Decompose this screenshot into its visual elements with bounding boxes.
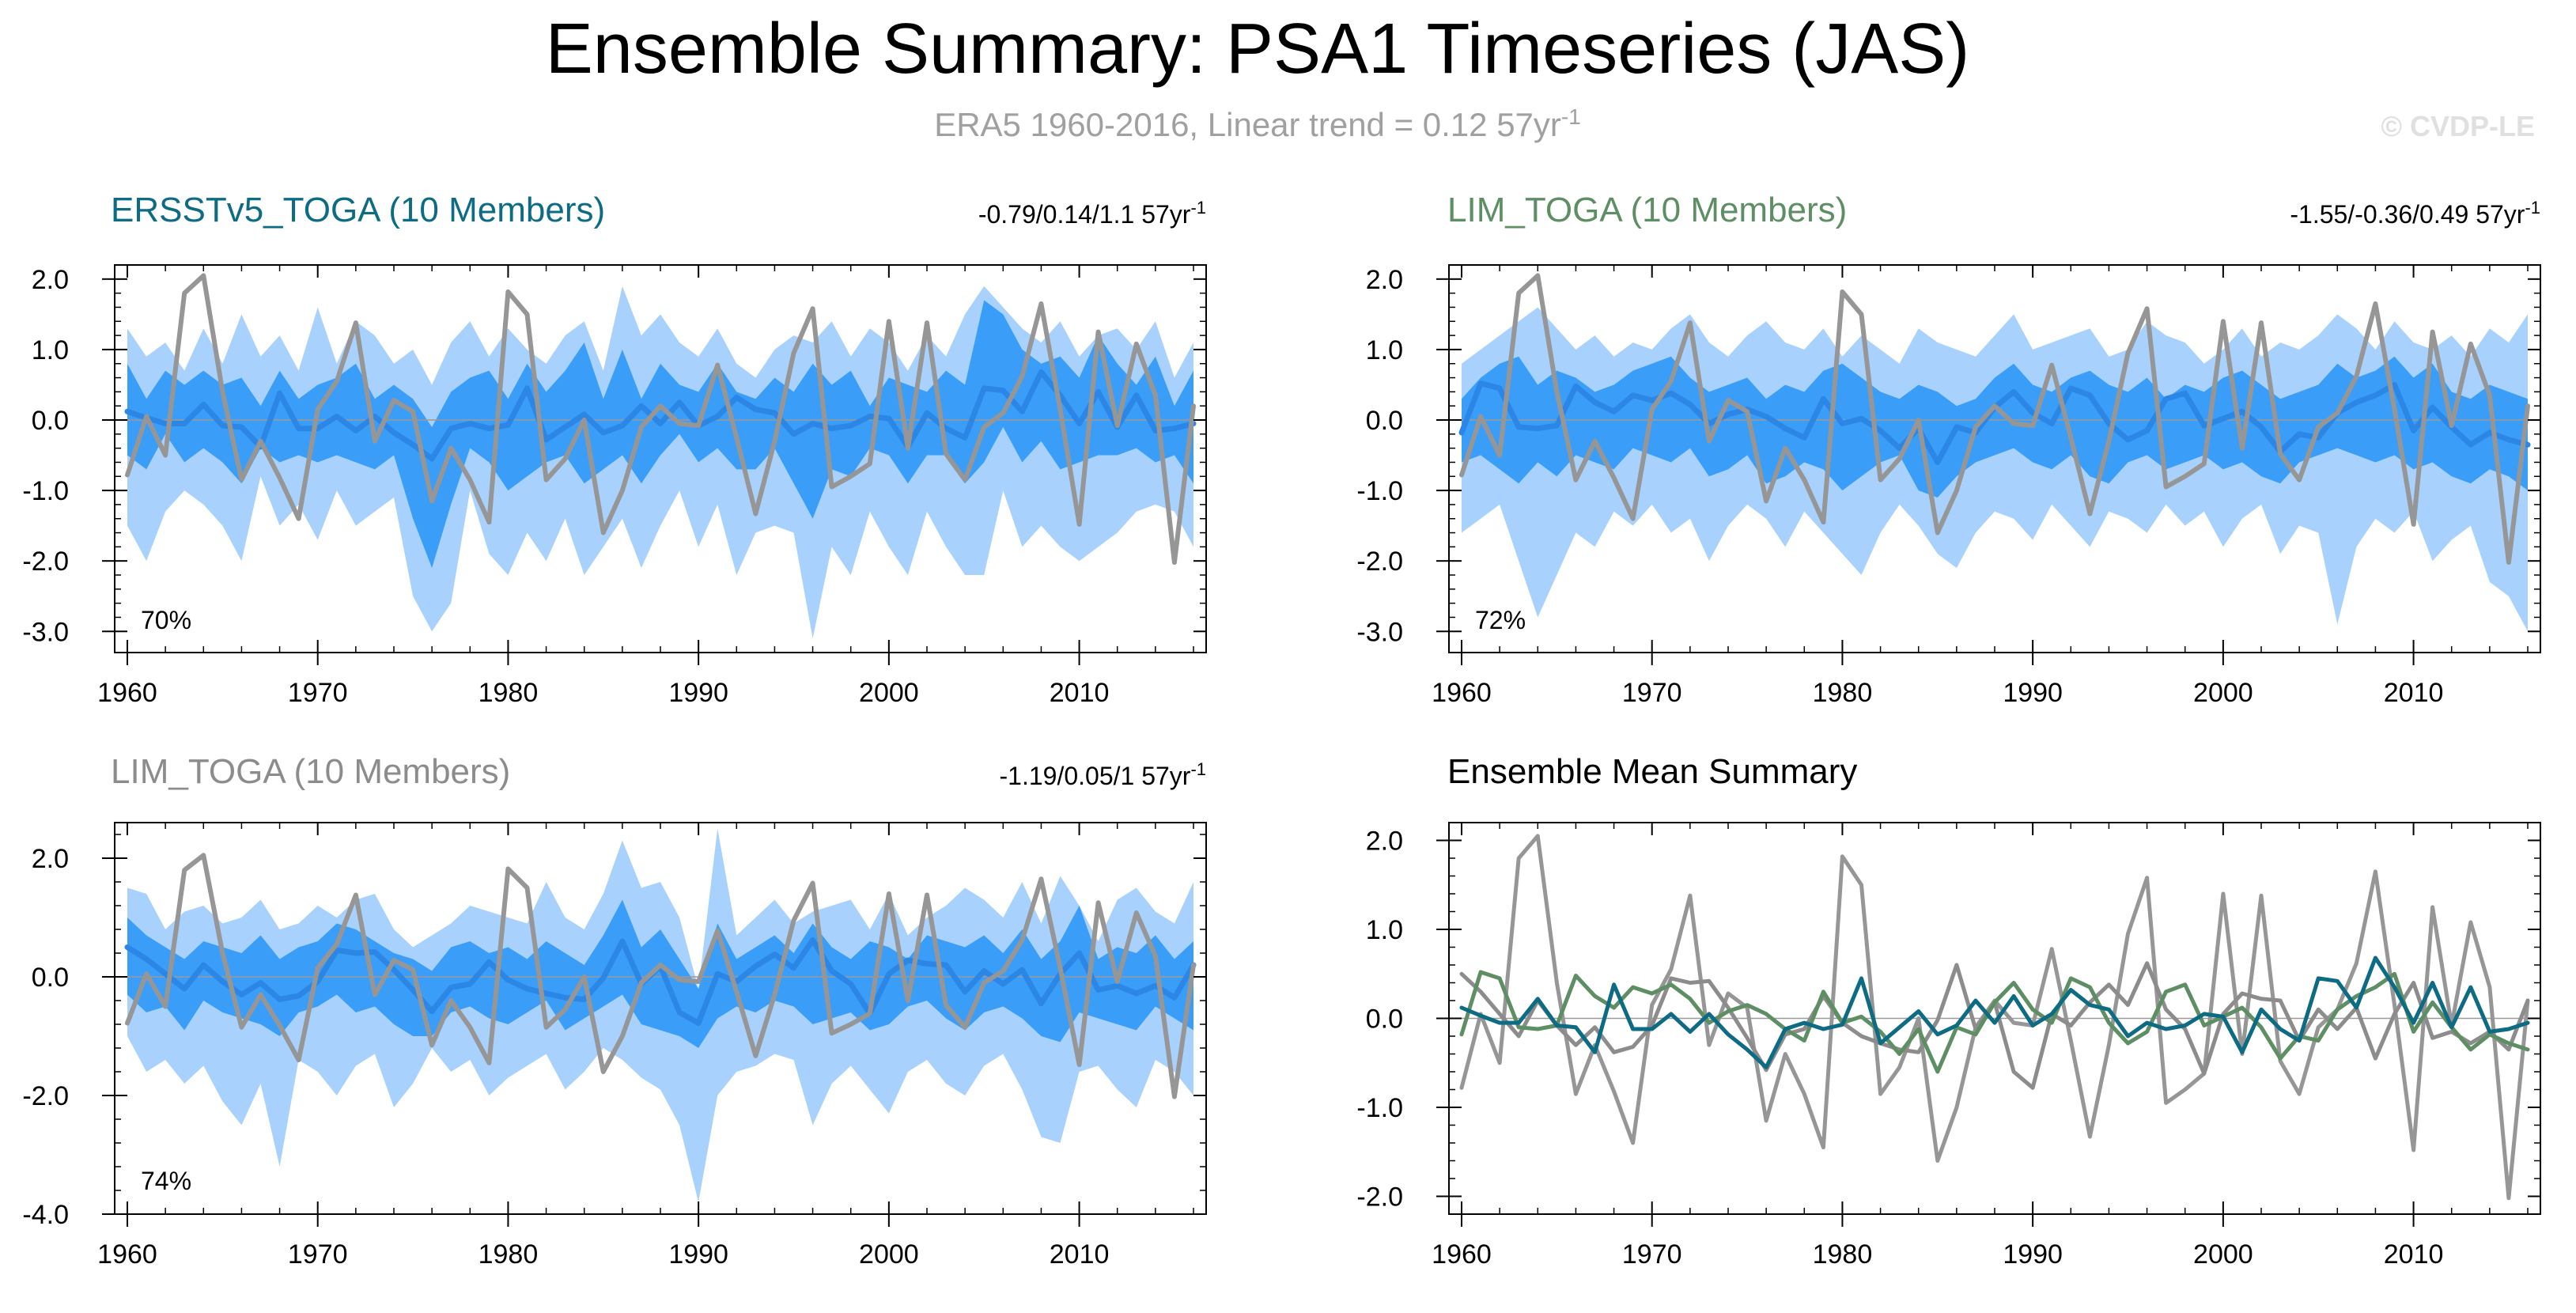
y-tick-label: -1.0	[22, 476, 69, 506]
subtitle-main: ERA5 1960-2016, Linear trend = 0.12 57yr	[934, 106, 1561, 143]
x-tick-label: 1990	[2003, 1239, 2063, 1269]
panel-ersst-trend-sup: -1	[1190, 198, 1206, 218]
x-tick-label: 2010	[2384, 1239, 2444, 1269]
panel-lim-green-trend-sup: -1	[2525, 198, 2540, 218]
x-tick-label: 1990	[668, 1239, 728, 1269]
x-tick-label: 2010	[2384, 678, 2444, 708]
x-tick-label: 2010	[1050, 678, 1110, 708]
observed-line	[125, 273, 1196, 565]
y-tick-label: 0.0	[32, 406, 69, 436]
x-tick-label: 1970	[288, 1239, 348, 1269]
observed-line	[125, 853, 1196, 1099]
panel-lim-green-trend-main: -1.55/-0.36/0.49 57yr	[2290, 200, 2525, 229]
band-25-75-range	[1462, 356, 2528, 498]
figure-subtitle: ERA5 1960-2016, Linear trend = 0.12 57yr…	[934, 104, 1581, 144]
x-tick-label: 1970	[288, 678, 348, 708]
y-tick-label: -3.0	[22, 617, 69, 647]
subtitle-sup: -1	[1561, 104, 1581, 129]
x-tick-label: 2010	[1050, 1239, 1110, 1269]
watermark: © CVDP-LE	[2381, 110, 2535, 142]
panel-lim-green-trend: -1.55/-0.36/0.49 57yr-1	[2290, 198, 2540, 229]
panel-ersst-plot: 1960 1970 1980 1990 2000 2010 2.0 1.0 0.0 -1.0 -2.…	[22, 264, 1207, 708]
observed-line	[1459, 273, 2530, 565]
x-tick-label: 1960	[1432, 678, 1492, 708]
y-tick-label: -2.0	[1356, 547, 1403, 577]
band-10-90-range	[1462, 307, 2528, 632]
y-tick-label: -2.0	[22, 1081, 69, 1111]
y-tick-label: -1.0	[1356, 476, 1403, 506]
band-25-75-range	[127, 300, 1193, 569]
x-tick-label: 2000	[859, 678, 919, 708]
y-tick-label: -2.0	[22, 547, 69, 577]
panel-lim-gray-trend: -1.19/0.05/1 57yr-1	[1000, 759, 1207, 791]
x-tick-label: 1970	[1622, 678, 1682, 708]
panel-mean-summary-plot: 1960 1970 1980 1990 2000 2010 2.0 1.0 0.0 -1.0 -2.…	[1356, 822, 2541, 1269]
panel-lim-green-pct: 72%	[1475, 606, 1526, 634]
y-tick-label: 1.0	[1366, 915, 1403, 945]
panel-lim-gray-pct: 74%	[141, 1167, 191, 1195]
x-tick-label: 2000	[2193, 678, 2253, 708]
figure-title: Ensemble Summary: PSA1 Timeseries (JAS)	[546, 9, 1970, 89]
band-25-75-range	[127, 899, 1193, 1048]
panel-ersst-trend-main: -0.79/0.14/1.1 57yr	[978, 200, 1191, 229]
x-tick-label: 1990	[668, 678, 728, 708]
x-tick-label: 1960	[1432, 1239, 1492, 1269]
y-tick-label: 2.0	[1366, 827, 1403, 857]
panel-ersst-pct: 70%	[141, 606, 191, 634]
y-tick-label: 2.0	[32, 265, 69, 295]
panel-lim-gray-trend-main: -1.19/0.05/1 57yr	[1000, 762, 1191, 790]
observed-line	[1459, 834, 2530, 1201]
x-tick-label: 1980	[1813, 1239, 1873, 1269]
y-tick-label: 2.0	[32, 844, 69, 874]
panel-ersst-trend: -0.79/0.14/1.1 57yr-1	[978, 198, 1206, 229]
y-tick-label: -4.0	[22, 1200, 69, 1230]
x-tick-label: 1990	[2003, 678, 2063, 708]
y-tick-label: 1.0	[32, 335, 69, 365]
panel-mean-summary-title: Ensemble Mean Summary	[1447, 752, 1857, 791]
y-tick-label: -2.0	[1356, 1182, 1403, 1213]
panel-lim-gray-title: LIM_TOGA (10 Members)	[111, 752, 510, 791]
x-tick-label: 1980	[479, 1239, 539, 1269]
y-tick-label: 0.0	[1366, 406, 1403, 436]
y-tick-label: 0.0	[32, 963, 69, 993]
x-tick-label: 1970	[1622, 1239, 1682, 1269]
ensemble-mean-line	[124, 369, 1197, 462]
x-tick-label: 2000	[2193, 1239, 2253, 1269]
panel-lim-green-plot: 1960 1970 1980 1990 2000 2010 2.0 1.0 0.0 -1.0 -2.…	[1356, 264, 2541, 708]
x-tick-label: 1980	[479, 678, 539, 708]
y-tick-label: -1.0	[1356, 1093, 1403, 1123]
ersst-mean-line	[1459, 955, 2530, 1069]
band-10-90-range	[127, 286, 1193, 639]
x-tick-label: 1980	[1813, 678, 1873, 708]
x-tick-label: 1960	[97, 1239, 157, 1269]
y-tick-label: -3.0	[1356, 617, 1403, 647]
x-tick-label: 1960	[97, 678, 157, 708]
panel-ersst-title: ERSSTv5_TOGA (10 Members)	[111, 191, 605, 229]
panel-lim-gray-plot: 1960 1970 1980 1990 2000 2010 2.0 0.0 -2.0 -4.0	[22, 822, 1207, 1269]
y-tick-label: 2.0	[1366, 265, 1403, 295]
panel-lim-green-title: LIM_TOGA (10 Members)	[1447, 191, 1847, 229]
panel-lim-gray-trend-sup: -1	[1190, 759, 1206, 779]
y-tick-label: 1.0	[1366, 335, 1403, 365]
y-tick-label: 0.0	[1366, 1005, 1403, 1035]
x-tick-label: 2000	[859, 1239, 919, 1269]
